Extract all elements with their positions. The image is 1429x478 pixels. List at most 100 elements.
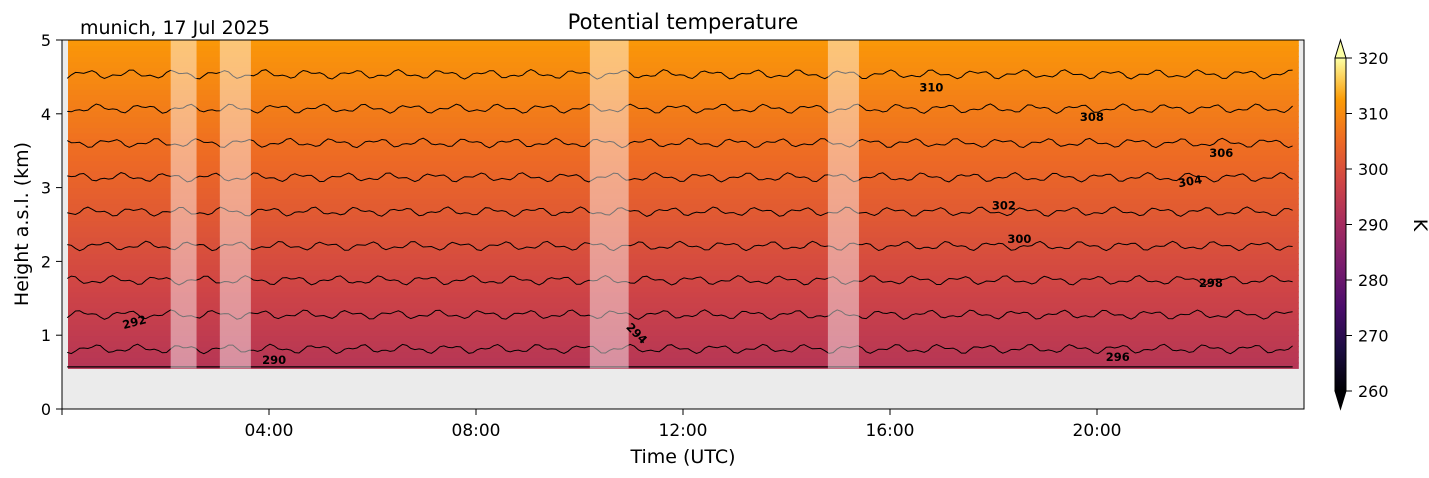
x-tick-label: 04:00 <box>245 421 294 441</box>
y-tick-label: 1 <box>41 326 51 345</box>
field-band <box>68 203 1299 211</box>
field-band <box>68 302 1299 309</box>
contour-line-304 <box>67 172 1293 183</box>
contour-label: 290 <box>262 353 286 367</box>
field-band <box>68 209 1299 216</box>
field-band <box>68 198 1299 205</box>
field-band <box>68 143 1299 150</box>
missing-data-gap <box>827 40 859 369</box>
field-band <box>68 340 1299 348</box>
field-band <box>68 362 1299 369</box>
colorbar-max-extend <box>1334 38 1347 59</box>
contour-label: 292 <box>121 312 148 332</box>
field-band <box>68 252 1299 260</box>
colorbar-min-extend <box>1334 390 1347 411</box>
y-tick-label: 5 <box>41 31 51 50</box>
colorbar-tick-label: 270 <box>1358 327 1389 346</box>
field-band <box>68 351 1299 358</box>
chart-title: Potential temperature <box>568 10 799 34</box>
contour-label: 308 <box>1080 110 1104 124</box>
field-band <box>68 99 1299 107</box>
colorbar-ticks: 260 270 280 290 300 310 320 <box>1346 49 1389 401</box>
contour-label: 298 <box>1199 276 1223 290</box>
field-band <box>68 324 1299 331</box>
field-band <box>68 181 1299 189</box>
contour-line-298 <box>66 274 1293 286</box>
field-band <box>68 44 1299 52</box>
field-band <box>68 236 1299 244</box>
field-band <box>68 258 1299 265</box>
y-tick-label: 0 <box>41 400 51 419</box>
field-band <box>68 77 1299 85</box>
x-axis: 04:00 08:00 12:00 16:00 20:00 <box>61 409 1122 441</box>
y-tick-label: 3 <box>41 179 51 198</box>
x-tick-label: 08:00 <box>452 421 501 441</box>
contour-line-296 <box>66 309 1293 320</box>
colorbar-label: K <box>1409 219 1429 232</box>
field-band <box>68 263 1299 271</box>
colorbar-tick-label: 320 <box>1358 49 1389 68</box>
field-band <box>68 231 1299 238</box>
field-band <box>68 280 1299 287</box>
location-date-label: munich, 17 Jul 2025 <box>80 17 270 39</box>
field-band <box>68 116 1299 123</box>
field-band <box>68 165 1299 172</box>
field-band <box>68 329 1299 337</box>
contour-label: 302 <box>992 199 1016 213</box>
field-band <box>68 269 1299 276</box>
field-band <box>68 66 1299 74</box>
field-band <box>68 225 1299 233</box>
field-band <box>68 356 1299 364</box>
field-band <box>68 55 1299 63</box>
missing-data-gap <box>589 40 629 369</box>
colorbar-tick-label: 280 <box>1358 271 1389 290</box>
missing-data-gap <box>170 40 197 369</box>
field-band <box>68 50 1299 57</box>
field-band <box>68 335 1299 342</box>
field-band <box>68 220 1299 227</box>
x-tick-label: 20:00 <box>1073 421 1122 441</box>
field-band <box>68 159 1299 167</box>
field-band <box>68 132 1299 140</box>
field-band <box>68 110 1299 118</box>
colorbar: 260 270 280 290 300 310 320 K <box>1334 38 1429 411</box>
field-band <box>68 285 1299 293</box>
field-band <box>68 291 1299 298</box>
field-band <box>68 88 1299 96</box>
contour-lines <box>66 68 1293 368</box>
contour-label: 310 <box>919 80 943 94</box>
x-tick-label: 12:00 <box>659 421 708 441</box>
missing-data-gaps <box>170 40 859 369</box>
colorbar-gradient <box>1335 58 1346 391</box>
field-band <box>68 148 1299 156</box>
contour-line-302 <box>67 206 1293 217</box>
contour-line-308 <box>67 103 1293 114</box>
field-band <box>68 94 1299 101</box>
field-band <box>68 318 1299 326</box>
field-band <box>68 170 1299 178</box>
contour-label: 296 <box>1106 350 1130 364</box>
colorbar-tick-label: 260 <box>1358 382 1389 401</box>
field-band <box>68 61 1299 68</box>
contour-line-310 <box>66 68 1293 80</box>
field-band <box>68 296 1299 304</box>
field-band <box>68 83 1299 90</box>
contour-label: 304 <box>1177 172 1203 190</box>
y-tick-label: 2 <box>41 252 51 271</box>
colorbar-tick-label: 310 <box>1358 105 1389 124</box>
contour-label: 300 <box>1007 232 1031 246</box>
colorbar-tick-label: 300 <box>1358 160 1389 179</box>
contour-line-300 <box>67 240 1293 252</box>
field-band <box>68 214 1299 222</box>
x-tick-label: 16:00 <box>866 421 915 441</box>
colorbar-tick-label: 290 <box>1358 216 1389 235</box>
y-axis: 0 1 2 3 4 5 <box>41 31 62 419</box>
field-band <box>68 121 1299 129</box>
y-tick-label: 4 <box>41 105 51 124</box>
field-band <box>68 127 1299 134</box>
field-band <box>68 307 1299 315</box>
field-band <box>68 154 1299 161</box>
potential-temperature-field <box>68 40 1299 369</box>
